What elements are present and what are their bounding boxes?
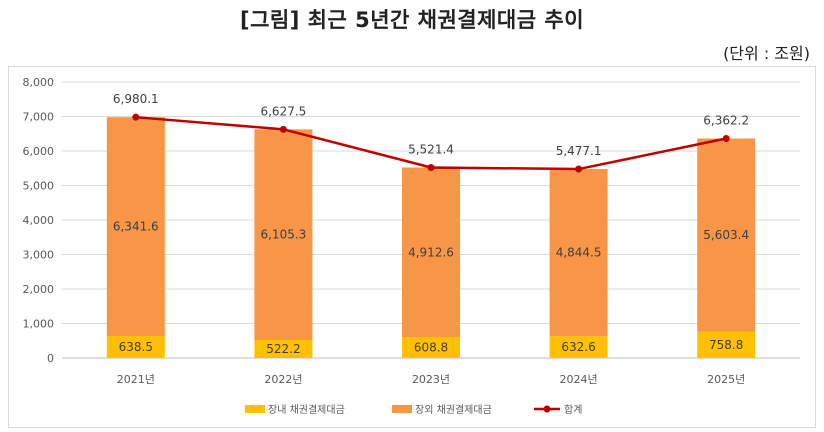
bar-overseas xyxy=(106,117,165,336)
data-label-overseas: 5,603.4 xyxy=(703,228,749,242)
y-tick-label: 7,000 xyxy=(23,111,55,124)
bar-overseas xyxy=(254,129,313,340)
bar-domestic xyxy=(549,336,608,358)
bar-domestic xyxy=(254,339,313,358)
x-tick-label: 2021년 xyxy=(117,373,155,386)
total-point xyxy=(132,113,140,121)
legend-marker-total xyxy=(543,405,551,413)
y-tick-label: 8,000 xyxy=(23,76,55,89)
legend-label-domestic: 장내 채권결제대금 xyxy=(268,404,345,416)
data-label-total: 6,362.2 xyxy=(703,114,749,128)
y-tick-label: 6,000 xyxy=(23,145,55,158)
chart-title: [그림] 최근 5년간 채권결제대금 추이 xyxy=(239,8,585,32)
total-point xyxy=(575,165,583,173)
data-label-total: 6,980.1 xyxy=(113,92,159,106)
data-label-overseas: 6,105.3 xyxy=(260,228,306,242)
data-label-total: 6,627.5 xyxy=(260,104,306,118)
bar-domestic xyxy=(106,335,165,358)
data-label-overseas: 6,341.6 xyxy=(113,220,159,234)
bar-overseas xyxy=(402,167,460,337)
y-tick-label: 3,000 xyxy=(23,249,55,262)
x-tick-label: 2025년 xyxy=(707,373,745,386)
legend-label-total: 합계 xyxy=(564,404,582,416)
data-label-overseas: 4,844.5 xyxy=(556,246,602,260)
data-label-total: 5,521.4 xyxy=(408,143,454,157)
legend-label-overseas: 장외 채권결제대금 xyxy=(415,404,492,416)
y-tick-label: 2,000 xyxy=(23,283,55,296)
bar-overseas xyxy=(549,169,608,337)
data-label-domestic: 758.8 xyxy=(709,338,743,352)
chart-frame xyxy=(8,66,816,428)
x-tick-label: 2022년 xyxy=(264,373,302,386)
data-label-overseas: 4,912.6 xyxy=(408,245,454,259)
total-point xyxy=(427,164,435,172)
total-point xyxy=(722,135,730,143)
x-tick-label: 2024년 xyxy=(560,373,598,386)
total-point xyxy=(279,125,287,133)
bar-overseas xyxy=(697,138,756,332)
y-tick-label: 4,000 xyxy=(23,214,55,227)
data-label-total: 5,477.1 xyxy=(556,144,602,158)
y-tick-label: 1,000 xyxy=(23,318,55,331)
data-label-domestic: 632.6 xyxy=(561,340,595,354)
data-label-domestic: 608.8 xyxy=(414,340,448,354)
unit-label: (단위 : 조원) xyxy=(723,44,810,63)
y-tick-label: 5,000 xyxy=(23,180,55,193)
legend-swatch-domestic xyxy=(245,405,265,413)
y-tick-label: 0 xyxy=(47,352,54,365)
bar-domestic xyxy=(697,331,756,358)
legend-swatch-overseas xyxy=(392,405,412,413)
data-label-domestic: 638.5 xyxy=(119,340,153,354)
bar-domestic xyxy=(402,336,460,358)
data-label-domestic: 522.2 xyxy=(266,342,300,356)
x-tick-label: 2023년 xyxy=(412,373,450,386)
